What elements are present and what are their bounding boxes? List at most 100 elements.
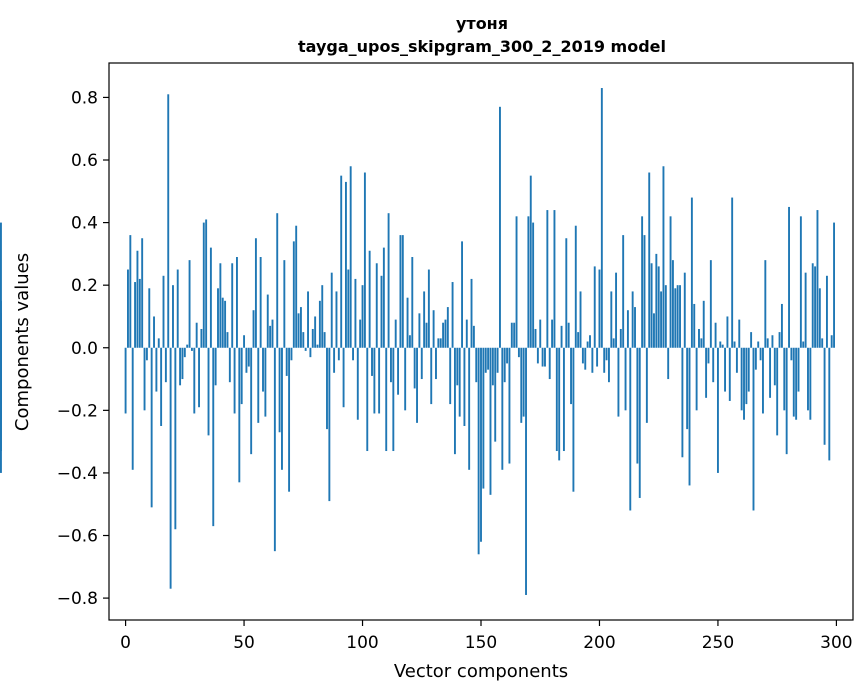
bar-49 [240,347,243,405]
bar-2 [129,235,132,348]
bar-126 [423,291,426,348]
bar-289 [809,347,812,420]
y-tick-label: −0.8 [57,589,98,609]
bar-271 [766,338,769,348]
bar-92 [342,347,345,408]
bar-104 [371,347,373,376]
bar-222 [650,263,653,348]
bar-223 [653,313,655,348]
bar-8 [143,347,146,411]
bar-232 [674,288,677,348]
bar-174 [536,347,539,364]
bar-117 [401,235,404,348]
bar-86 [328,347,331,502]
x-tick-label: 0 [120,633,131,653]
bar-38 [214,347,217,386]
bar-111 [387,213,390,348]
bar-154 [489,347,492,495]
bar-297 [828,347,831,461]
bar-235 [681,347,684,458]
bar-191 [577,332,580,348]
bar-270 [764,260,767,348]
bar-106 [375,263,378,348]
bar-171 [529,175,532,348]
bar-50 [243,335,246,348]
bar-52 [247,347,250,367]
chart-subtitle: tayga_upos_skipgram_300_2_2019 model [298,37,666,56]
bar-187 [567,322,570,348]
bar-251 [719,341,722,348]
bar-258 [735,347,738,373]
bar-12 [153,316,155,348]
bar-175 [539,319,542,348]
bar-216 [636,347,639,464]
bar-125 [420,347,423,380]
bar-124 [418,313,421,348]
bar-136 [446,307,449,348]
bar-99 [359,319,362,348]
bar-168 [522,347,525,417]
bar-101 [363,172,366,348]
bar-259 [738,319,741,348]
bar-57 [259,257,262,348]
bar-214 [631,291,634,348]
bar-105 [373,347,376,414]
bar-231 [671,260,674,348]
x-tick-label: 150 [465,633,497,653]
bar-30 [195,322,198,348]
bar-206 [612,338,615,348]
bar-150 [480,347,482,542]
bar-296 [825,275,828,348]
bar-249 [714,322,717,348]
bar-31 [198,347,200,408]
bar-36 [209,247,212,348]
bar-148 [475,347,478,383]
bar-17 [164,347,167,383]
bar-209 [619,328,622,348]
bar-233 [676,285,679,348]
bar-132 [437,338,440,348]
y-tick-label: −0.4 [57,464,98,484]
bar-224 [655,253,658,348]
bar-186 [565,238,568,348]
bar-59 [264,347,267,417]
bar-32 [200,328,203,348]
bar-189 [572,347,575,492]
bar-205 [610,291,613,348]
bar-202 [603,347,606,373]
bar-241 [695,347,698,411]
bar-193 [581,347,584,364]
bar-66 [281,347,283,470]
bar-98 [356,347,359,420]
bar-146 [470,278,473,348]
bar-41 [221,297,224,348]
x-tick-label: 250 [702,633,734,653]
bar-210 [622,235,625,348]
bar-43 [226,332,229,348]
bar-45 [231,263,234,348]
bar-208 [617,347,620,417]
bar-87 [330,272,333,348]
bar-114 [394,319,397,348]
bar-44 [228,347,231,383]
bar-69 [288,347,291,492]
bar-91 [340,175,343,348]
y-axis: −0.8 −0.6 −0.4 −0.2 0.0 0.2 0.4 0.6 0.8 [57,88,109,609]
bar-197 [591,347,594,373]
bar-198 [593,266,596,348]
bar-250 [716,347,719,473]
bar-138 [451,282,454,348]
bar-88 [333,347,336,373]
bar-51 [245,347,248,373]
bar-200 [598,269,601,348]
bar-181 [553,210,556,348]
bar-73 [297,313,300,348]
bar-81 [316,344,319,348]
bar-141 [458,347,461,417]
bar-97 [354,278,357,348]
bar-281 [790,347,793,361]
bar-19 [169,347,172,589]
bar-255 [728,347,731,401]
bar-165 [515,216,518,348]
